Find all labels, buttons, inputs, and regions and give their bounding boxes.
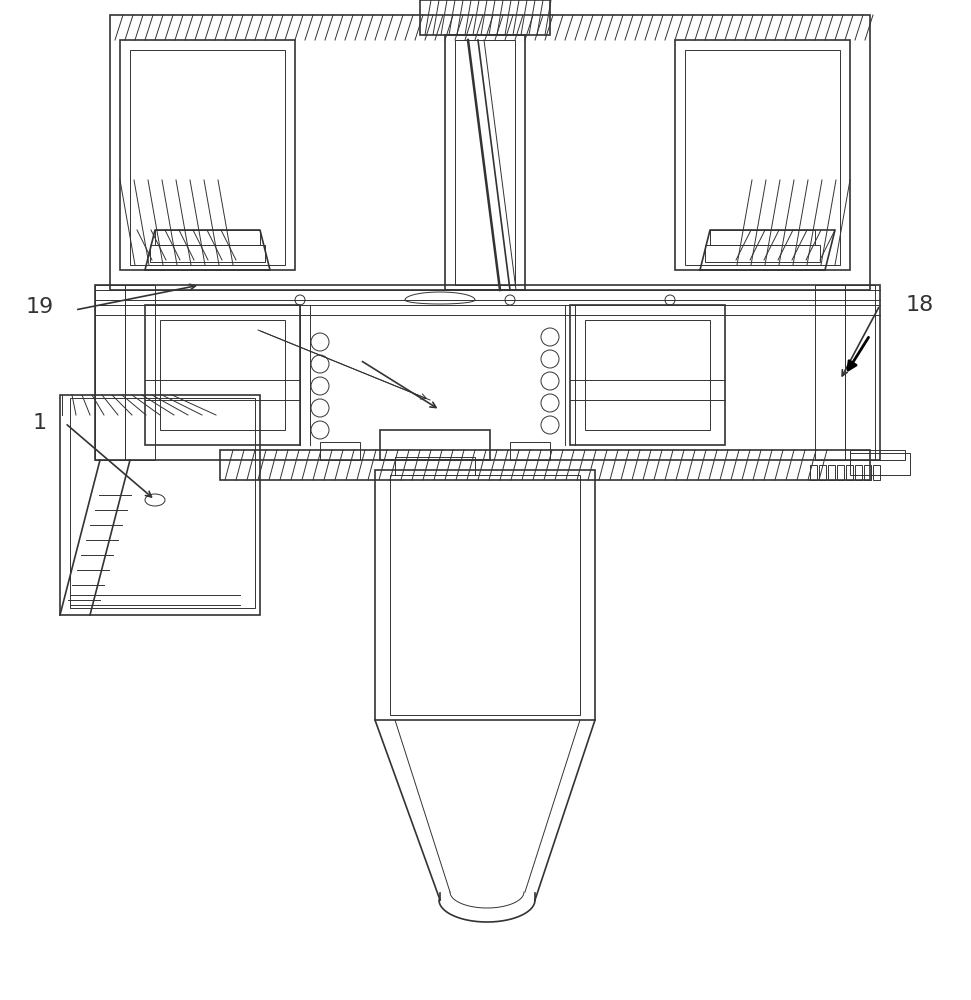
Bar (95, 285, 125, 460)
Bar (455, 40, 515, 285)
Bar (685, 50, 840, 265)
Bar (828, 465, 835, 480)
Bar (320, 442, 360, 460)
Bar (120, 40, 295, 270)
Bar (510, 442, 550, 460)
Text: 18: 18 (906, 295, 934, 315)
Bar (705, 245, 820, 262)
Bar (864, 465, 871, 480)
Bar (95, 285, 880, 460)
Bar (855, 465, 862, 480)
Bar (873, 465, 880, 480)
Bar (125, 285, 155, 460)
Bar (420, 0, 550, 35)
Bar (160, 320, 285, 430)
Bar (130, 50, 285, 265)
Bar (60, 395, 260, 615)
Bar (710, 230, 815, 245)
Bar (70, 398, 255, 608)
Bar (380, 430, 490, 460)
Bar (150, 245, 265, 262)
Bar (846, 465, 853, 480)
Bar (395, 457, 475, 475)
Bar (445, 35, 525, 290)
Bar (110, 15, 870, 290)
Bar (837, 465, 844, 480)
Bar (375, 470, 595, 720)
Bar (810, 465, 817, 480)
Bar (675, 40, 850, 270)
Bar (220, 450, 870, 480)
Text: 19: 19 (26, 297, 54, 317)
Bar (390, 475, 580, 715)
Bar (815, 285, 845, 460)
Text: 1: 1 (33, 413, 47, 433)
Bar (570, 305, 725, 445)
Bar (819, 465, 826, 480)
Bar (845, 285, 875, 460)
Bar (850, 453, 910, 475)
Bar (145, 305, 300, 445)
Bar (850, 450, 905, 460)
Bar (585, 320, 710, 430)
Bar (155, 230, 260, 245)
